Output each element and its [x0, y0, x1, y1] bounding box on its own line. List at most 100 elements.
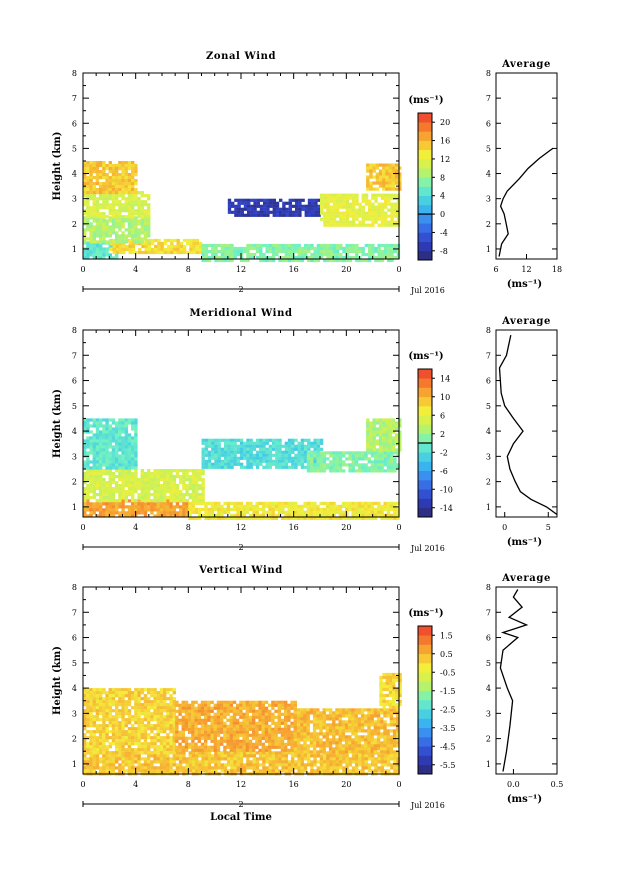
heatmap-cell [124, 176, 128, 180]
heatmap-cell [134, 191, 138, 195]
heatmap-cell [124, 721, 128, 725]
heatmap-cell [342, 199, 346, 203]
heatmap-cell [105, 712, 109, 716]
heatmap-cell [115, 247, 120, 252]
heatmap-cell [140, 212, 144, 216]
heatmap-cell [99, 212, 103, 216]
heatmap-cell [243, 201, 248, 205]
heatmap-cell [304, 204, 308, 208]
heatmap-cell [336, 196, 340, 200]
heatmap-cell [89, 231, 93, 235]
date-label: Jul 2016 [410, 544, 445, 553]
heatmap-cell [271, 513, 275, 517]
heatmap-cell [372, 427, 376, 431]
heatmap-cell [319, 249, 324, 254]
heatmap-cell [383, 451, 387, 455]
heatmap-cell [105, 421, 109, 425]
heatmap-cell [282, 204, 286, 208]
heatmap-cell [246, 465, 250, 469]
heatmap-cell [236, 760, 240, 764]
heatmap-cell [140, 502, 144, 506]
heatmap-cell [166, 238, 171, 243]
colorbar-tick-label: 4 [440, 192, 445, 201]
colorbar-segment [418, 177, 432, 187]
heatmap-cell [92, 206, 96, 210]
heatmap-cell [382, 166, 386, 170]
heatmap-cell [122, 247, 126, 252]
heatmap-cell [89, 748, 93, 752]
heatmap-cell [329, 507, 333, 511]
heatmap-cell [175, 745, 179, 749]
heatmap-cell [92, 451, 96, 455]
heatmap-cell [124, 757, 128, 761]
heatmap-cell [137, 231, 141, 235]
heatmap-cell [348, 457, 352, 461]
heatmap-cell [105, 466, 109, 470]
heatmap-cell [284, 450, 289, 454]
heatmap-cell [121, 185, 125, 189]
heatmap-cell [89, 442, 93, 446]
heatmap-cell [159, 475, 164, 479]
heatmap-cell [227, 444, 231, 448]
heatmap-cell [89, 234, 93, 238]
heatmap-cell [86, 250, 90, 254]
heatmap-cell [127, 736, 132, 740]
heatmap-cell [230, 766, 234, 770]
heatmap-cell [322, 516, 327, 520]
colorbar-segment [418, 149, 432, 160]
x-tick-label: 16 [289, 265, 299, 274]
heatmap-cell [189, 241, 193, 246]
heatmap-cell [111, 215, 116, 219]
heatmap-cell [115, 182, 119, 186]
heatmap-cell [239, 252, 244, 257]
heatmap-cell [134, 691, 138, 695]
heatmap-cell [307, 204, 312, 208]
heatmap-cell [200, 727, 205, 731]
heatmap-cell [297, 504, 301, 508]
colorbar-segment [418, 406, 432, 416]
heatmap-cell [297, 450, 301, 454]
heatmap-cell [239, 447, 244, 451]
heatmap-cell [380, 757, 384, 761]
heatmap-cell [92, 475, 96, 479]
heatmap-cell [220, 243, 225, 248]
heatmap-cell [147, 757, 151, 761]
heatmap-cell [204, 715, 208, 719]
heatmap-cell [197, 706, 201, 710]
heatmap-cell [249, 760, 253, 764]
heatmap-cell [252, 769, 256, 773]
heatmap-cell [150, 712, 154, 716]
heatmap-cell [179, 760, 183, 764]
heatmap-cell [108, 691, 112, 695]
heatmap-cell [102, 191, 106, 195]
heatmap-cell [102, 250, 106, 254]
heatmap-cell [303, 243, 308, 248]
heatmap-cell [372, 445, 376, 449]
heatmap-cell [131, 448, 135, 452]
heatmap-cell [127, 745, 132, 749]
heatmap-cell [201, 490, 205, 494]
heatmap-cell [115, 215, 119, 219]
heatmap-cell [169, 739, 173, 743]
heatmap-cell [153, 481, 157, 485]
heatmap-cell [83, 421, 87, 425]
heatmap-cell [236, 507, 240, 511]
heatmap-cell [335, 255, 340, 260]
heatmap-cell [223, 447, 228, 451]
heatmap-cell [137, 766, 141, 770]
heatmap-cell [179, 244, 184, 249]
heatmap-cell [371, 208, 375, 212]
heatmap-cell [99, 472, 103, 476]
heatmap-cell [275, 763, 279, 767]
heatmap-cell [172, 760, 176, 764]
heatmap-cell [134, 700, 138, 704]
heatmap-cell [169, 490, 173, 494]
heatmap-cell [231, 201, 235, 205]
heatmap-cell [297, 453, 301, 457]
heatmap-cell [300, 754, 304, 758]
heatmap-cell [115, 212, 119, 216]
heatmap-cell [387, 757, 391, 761]
average-y-tick-label: 4 [486, 170, 491, 179]
heatmap-cell [214, 243, 218, 248]
heatmap-cell [294, 258, 298, 263]
